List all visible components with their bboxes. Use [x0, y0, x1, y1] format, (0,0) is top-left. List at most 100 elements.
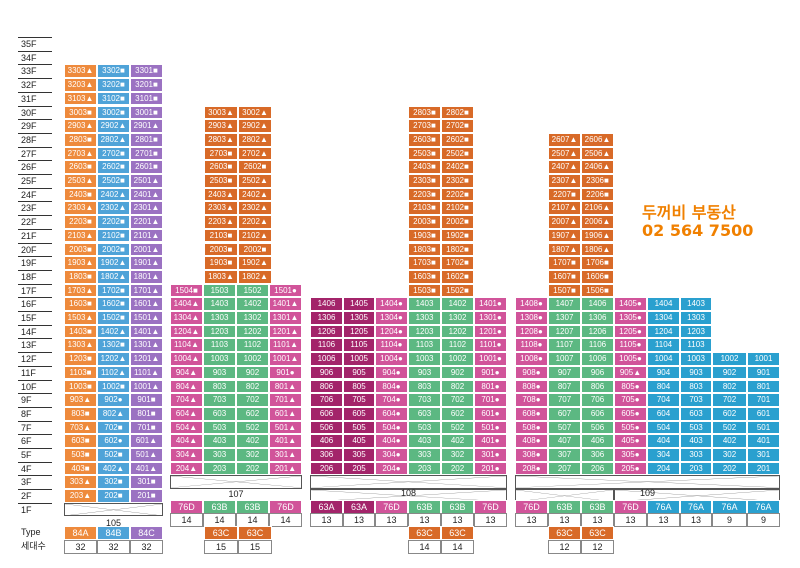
type-label: 63C — [238, 526, 272, 540]
unit-cell: 1503 — [203, 283, 236, 298]
unit-cell: 2402▲ — [238, 187, 272, 202]
household-count: 14 — [269, 513, 302, 527]
unit-cell: 1102 — [441, 338, 474, 353]
unit-cell: 2002■ — [238, 242, 272, 257]
unit-cell: 302 — [236, 448, 269, 462]
unit-cell: 2502■ — [441, 146, 474, 161]
lobby-box — [64, 502, 163, 517]
unit-cell: 402▲ — [97, 461, 130, 476]
unit-cell: 2201▲ — [130, 215, 163, 229]
unit-cell: 808● — [515, 379, 548, 394]
unit-cell: 2203▲ — [204, 215, 238, 229]
unit-cell: 1301▲ — [269, 311, 302, 325]
unit-cell: 2401▲ — [130, 187, 163, 202]
unit-cell: 304▲ — [170, 448, 203, 462]
unit-cell: 1201▲ — [130, 352, 163, 366]
unit-cell: 3003■ — [64, 105, 97, 120]
unit-cell: 2902▲ — [97, 119, 130, 133]
unit-cell: 402 — [236, 434, 269, 448]
household-count: 32 — [130, 540, 163, 554]
unit-cell: 201● — [474, 461, 507, 476]
unit-cell: 1004 — [647, 352, 680, 366]
unit-cell: 2107▲ — [548, 201, 581, 216]
unit-cell: 2102■ — [441, 201, 474, 216]
unit-cell: 902 — [441, 365, 474, 380]
unit-cell: 1305● — [614, 311, 647, 325]
unit-cell: 204▲ — [170, 461, 203, 476]
unit-cell: 2703▲ — [64, 146, 97, 161]
floor-label: 1F — [18, 502, 52, 517]
unit-cell: 601● — [474, 406, 507, 421]
unit-cell: 1903▲ — [64, 256, 97, 270]
unit-cell: 904 — [647, 365, 680, 380]
unit-cell: 1402 — [236, 297, 269, 311]
unit-cell: 2803■ — [64, 132, 97, 147]
household-count: 13 — [614, 513, 647, 527]
unit-cell: 2802▲ — [97, 132, 130, 147]
unit-cell: 901■ — [130, 393, 163, 407]
unit-cell: 405 — [343, 434, 375, 448]
unit-cell: 705● — [614, 393, 647, 407]
household-count: 9 — [712, 513, 747, 527]
unit-cell: 1405● — [614, 297, 647, 311]
floor-label: 17F — [18, 283, 52, 298]
unit-cell: 301■ — [130, 475, 163, 490]
unit-cell: 1307 — [548, 311, 581, 325]
unit-cell: 501▲ — [130, 448, 163, 462]
unit-cell: 1204● — [375, 324, 408, 339]
floor-label: 13F — [18, 338, 52, 352]
unit-cell: 1205 — [343, 324, 375, 339]
unit-cell: 701● — [474, 393, 507, 407]
lobby-box — [515, 475, 780, 490]
unit-cell: 1202▲ — [97, 352, 130, 366]
unit-cell: 202 — [712, 461, 747, 476]
unit-cell: 806 — [581, 379, 614, 394]
unit-cell: 902 — [712, 365, 747, 380]
floor-label: 2F — [18, 489, 52, 503]
unit-cell: 1302 — [236, 311, 269, 325]
unit-cell: 3002■ — [97, 105, 130, 120]
unit-cell: 806 — [310, 379, 343, 394]
unit-cell: 401 — [747, 434, 780, 448]
unit-cell: 1401▲ — [130, 324, 163, 339]
unit-cell: 2403▲ — [204, 187, 238, 202]
unit-cell: 1502■ — [97, 311, 130, 325]
unit-cell: 1003 — [680, 352, 712, 366]
unit-cell: 407 — [548, 434, 581, 448]
unit-cell: 601▲ — [269, 406, 302, 421]
unit-cell: 1902■ — [441, 228, 474, 243]
unit-cell: 1103 — [203, 338, 236, 353]
unit-cell: 2006▲ — [581, 215, 614, 229]
unit-cell: 1308● — [515, 311, 548, 325]
floor-label: 27F — [18, 146, 52, 161]
unit-cell: 2003■ — [408, 215, 441, 229]
unit-cell: 1303▲ — [64, 338, 97, 353]
unit-cell: 2501▲ — [130, 174, 163, 188]
household-count: 9 — [747, 513, 780, 527]
floor-label: 10F — [18, 379, 52, 394]
unit-cell: 803■ — [64, 406, 97, 421]
unit-cell: 502 — [236, 420, 269, 435]
unit-cell: 906 — [310, 365, 343, 380]
unit-cell: 804▲ — [170, 379, 203, 394]
unit-cell: 1003■ — [64, 379, 97, 394]
unit-cell: 1108● — [515, 338, 548, 353]
unit-cell: 1101▲ — [130, 365, 163, 380]
unit-cell: 1002 — [441, 352, 474, 366]
unit-cell: 2702■ — [97, 146, 130, 161]
unit-cell: 2602■ — [238, 160, 272, 174]
unit-cell: 2202■ — [97, 215, 130, 229]
unit-cell: 2803■ — [408, 105, 441, 120]
type-label: 63B — [203, 500, 236, 514]
household-count: 14 — [170, 513, 203, 527]
unit-cell: 604● — [375, 406, 408, 421]
unit-cell: 2602■ — [441, 132, 474, 147]
household-count: 13 — [474, 513, 507, 527]
unit-cell: 1304▲ — [170, 311, 203, 325]
unit-cell: 1204 — [647, 324, 680, 339]
unit-cell: 203 — [680, 461, 712, 476]
unit-cell: 404▲ — [170, 434, 203, 448]
unit-cell: 2001▲ — [130, 242, 163, 257]
unit-cell: 906 — [581, 365, 614, 380]
unit-cell: 2606▲ — [581, 132, 614, 147]
